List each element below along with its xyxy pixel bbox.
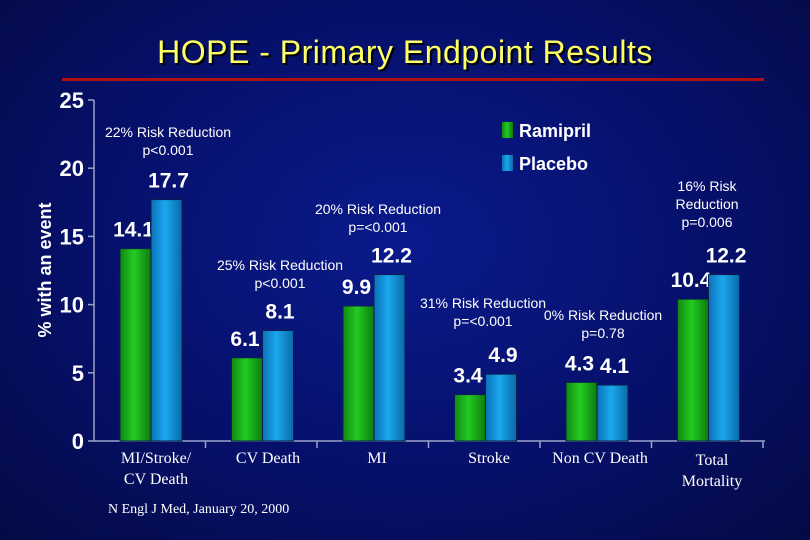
risk-reduction-annotation: 16% Risk Reduction p=0.006 bbox=[675, 178, 738, 230]
risk-reduction-annotation: 22% Risk Reduction p<0.001 bbox=[105, 124, 231, 158]
annotation-line: 25% Risk Reduction bbox=[217, 257, 343, 273]
category-label-line: Non CV Death bbox=[552, 450, 648, 467]
bar-ramipril bbox=[677, 298, 709, 442]
annotation-line: p=0.78 bbox=[581, 325, 624, 341]
category-label-line: Total bbox=[696, 452, 729, 469]
category-label: Total Mortality bbox=[682, 452, 742, 490]
value-label-ramipril: 14.1 bbox=[113, 219, 154, 242]
y-tick-label: 15 bbox=[60, 224, 84, 249]
risk-reduction-annotation: 31% Risk Reduction p=<0.001 bbox=[420, 295, 546, 329]
category-label: MI bbox=[367, 450, 387, 467]
bar-ramipril bbox=[454, 394, 486, 442]
y-tick-label: 10 bbox=[60, 293, 84, 318]
annotation-line: p=<0.001 bbox=[453, 313, 512, 329]
annotation-line: 16% Risk bbox=[677, 178, 737, 194]
citation-footnote: N Engl J Med, January 20, 2000 bbox=[108, 502, 290, 517]
risk-reduction-annotation: 0% Risk Reduction p=0.78 bbox=[544, 307, 662, 341]
category-label-line: MI bbox=[367, 450, 387, 467]
value-label-ramipril: 6.1 bbox=[230, 328, 260, 351]
category-label-line: Mortality bbox=[682, 473, 742, 490]
value-label-placebo: 17.7 bbox=[148, 170, 189, 193]
annotation-line: 0% Risk Reduction bbox=[544, 307, 662, 323]
category-label: Non CV Death bbox=[552, 450, 648, 467]
bar-ramipril bbox=[342, 305, 375, 442]
annotation-line: p=0.006 bbox=[682, 214, 733, 230]
category-label-line: CV Death bbox=[124, 471, 188, 488]
value-label-placebo: 12.2 bbox=[371, 245, 412, 268]
bar-ramipril bbox=[119, 248, 152, 442]
bar-ramipril bbox=[565, 381, 598, 442]
value-label-placebo: 4.1 bbox=[600, 355, 630, 378]
value-label-ramipril: 3.4 bbox=[453, 365, 483, 388]
bar-placebo bbox=[485, 373, 517, 442]
category-label-line: Stroke bbox=[468, 450, 510, 467]
category-label: MI/Stroke/CV Death bbox=[121, 450, 192, 488]
y-tick-label: 0 bbox=[72, 429, 84, 454]
y-tick-label: 20 bbox=[60, 156, 84, 181]
legend-swatch-placebo bbox=[502, 155, 513, 171]
annotation-line: p=<0.001 bbox=[348, 219, 407, 235]
annotation-line: p<0.001 bbox=[255, 275, 306, 291]
bar-placebo bbox=[262, 330, 294, 442]
legend-swatch-ramipril bbox=[502, 122, 513, 138]
risk-reduction-annotation: 20% Risk Reduction p=<0.001 bbox=[315, 201, 441, 235]
annotation-line: 22% Risk Reduction bbox=[105, 124, 231, 140]
value-label-placebo: 12.2 bbox=[706, 245, 747, 268]
category-label-line: MI/Stroke/ bbox=[121, 450, 192, 467]
annotation-line: Reduction bbox=[675, 196, 738, 212]
value-label-ramipril: 4.3 bbox=[565, 352, 594, 375]
annotation-line: 31% Risk Reduction bbox=[420, 295, 546, 311]
y-axis-title: % with an event bbox=[35, 202, 55, 337]
bar-ramipril bbox=[231, 357, 263, 442]
risk-reduction-annotation: 25% Risk Reduction p<0.001 bbox=[217, 257, 343, 291]
slide-title: HOPE - Primary Endpoint Results bbox=[157, 34, 653, 70]
bar-placebo bbox=[708, 274, 740, 442]
value-label-placebo: 4.9 bbox=[488, 344, 517, 367]
value-label-placebo: 8.1 bbox=[265, 301, 295, 324]
bar-placebo bbox=[150, 199, 183, 442]
category-label: Stroke bbox=[468, 450, 510, 467]
legend-label-ramipril: Ramipril bbox=[519, 121, 591, 141]
bar-placebo bbox=[596, 384, 629, 442]
annotation-line: p<0.001 bbox=[143, 142, 194, 158]
category-label-line: CV Death bbox=[236, 450, 300, 467]
y-tick-label: 25 bbox=[60, 88, 84, 113]
y-tick-label: 5 bbox=[72, 361, 84, 386]
value-label-ramipril: 9.9 bbox=[342, 276, 371, 299]
legend-label-placebo: Placebo bbox=[519, 154, 588, 174]
annotation-line: 20% Risk Reduction bbox=[315, 201, 441, 217]
value-label-ramipril: 10.4 bbox=[671, 269, 712, 292]
title-underline bbox=[62, 78, 764, 81]
bar-placebo bbox=[373, 274, 406, 442]
category-label: CV Death bbox=[236, 450, 300, 467]
